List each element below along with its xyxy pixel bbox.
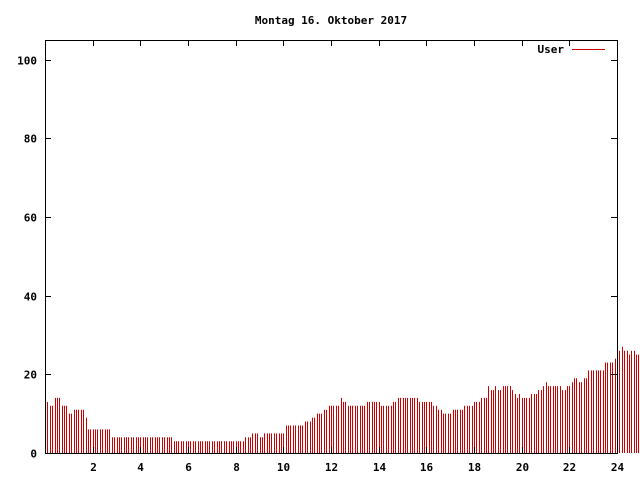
x-tick-label: 24 (611, 461, 625, 474)
y-tick-label: 0 (30, 448, 37, 461)
x-axis-tick-labels: 2 4 6 8 10 12 14 16 18 20 22 24 (90, 461, 624, 474)
x-tick-label: 18 (468, 461, 481, 474)
chart-title: Montag 16. Oktober 2017 (255, 14, 407, 27)
y-tick-label: 20 (24, 369, 37, 382)
y-tick-label: 40 (24, 291, 37, 304)
x-tick-label: 14 (373, 461, 387, 474)
bar-series-user (45, 346, 639, 453)
y-axis-tick-labels: 0 20 40 60 80 100 (17, 55, 37, 461)
x-tick-label: 2 (90, 461, 97, 474)
x-tick-label: 10 (277, 461, 290, 474)
plot-frame (45, 40, 618, 454)
x-tick-label: 6 (185, 461, 192, 474)
x-tick-label: 12 (325, 461, 338, 474)
x-tick-label: 8 (233, 461, 240, 474)
y-tick-label: 80 (24, 133, 37, 146)
x-tick-label: 16 (420, 461, 434, 474)
x-tick-label: 4 (137, 461, 144, 474)
y-tick-label: 100 (17, 55, 37, 68)
axis-ticks (45, 40, 618, 454)
legend: User (538, 43, 605, 56)
y-tick-label: 60 (24, 212, 37, 225)
x-tick-label: 22 (563, 461, 576, 474)
legend-label-user: User (538, 43, 565, 56)
x-tick-label: 20 (516, 461, 529, 474)
